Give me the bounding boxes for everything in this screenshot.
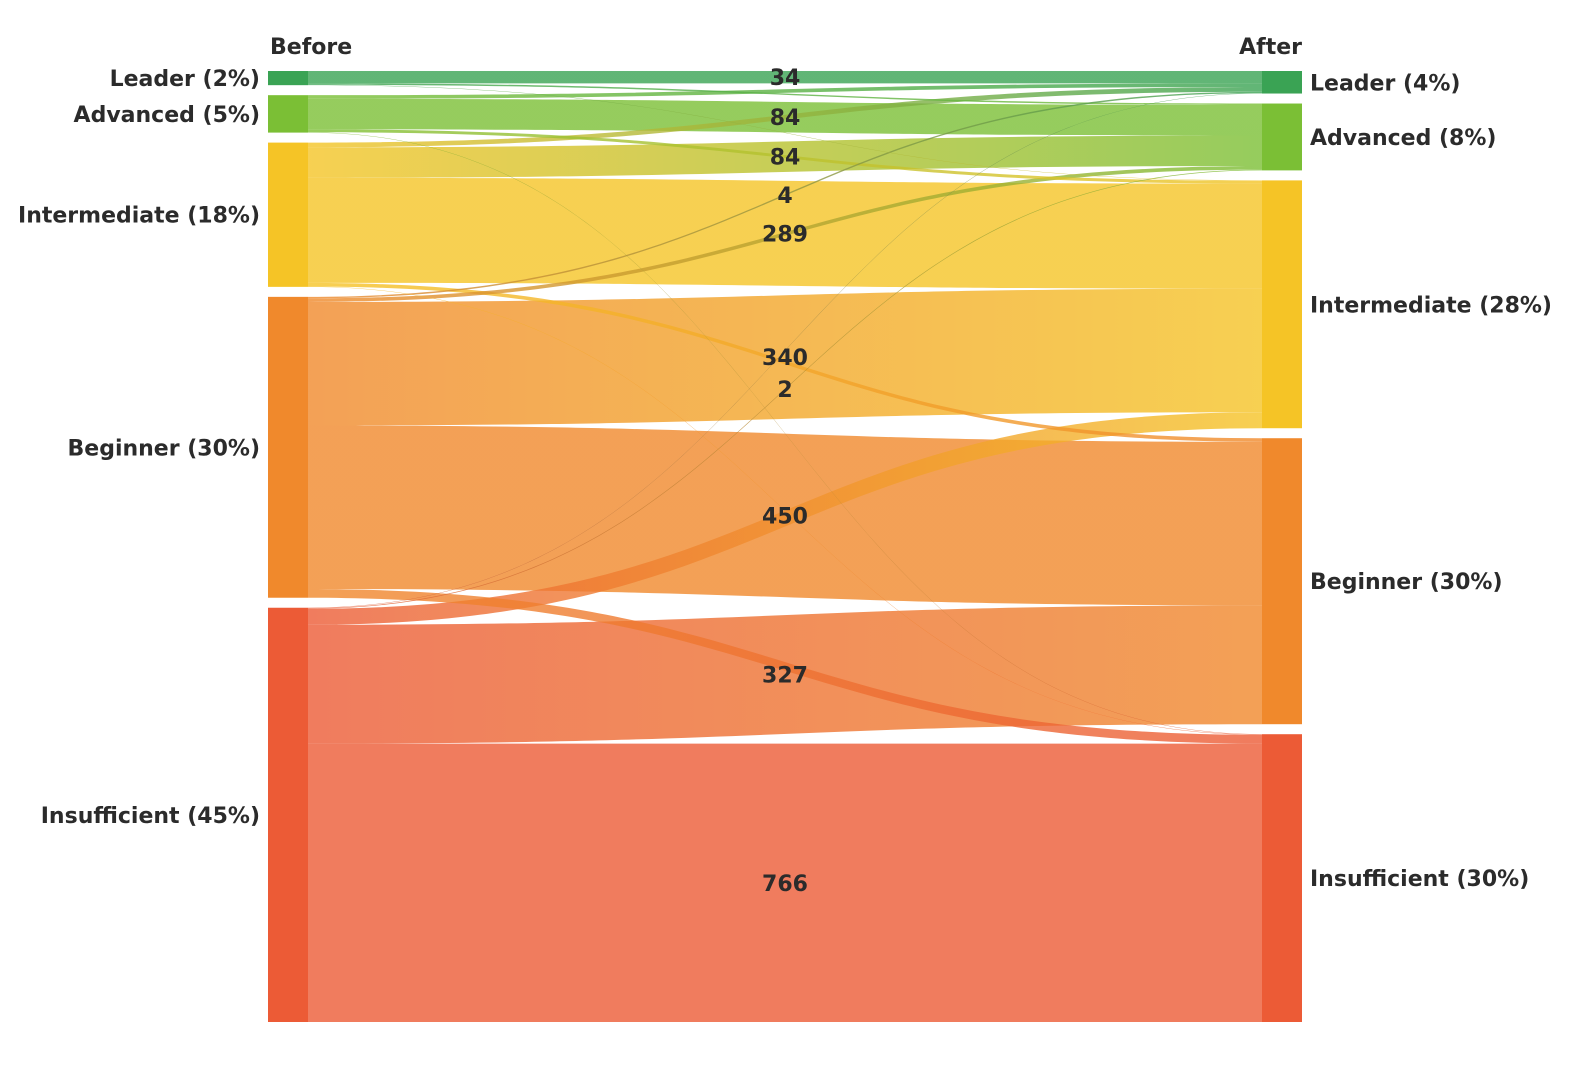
flow-beginner-to-insufficient[interactable] <box>308 589 1262 744</box>
right-node-insufficient[interactable] <box>1262 734 1302 1022</box>
left-node-label-advanced: Advanced (5%) <box>74 103 260 128</box>
left-node-leader[interactable] <box>268 71 308 86</box>
flow-insufficient-to-beginner[interactable] <box>308 605 1262 744</box>
flow-label-beginner-to-leader: 4 <box>777 184 792 209</box>
left-node-advanced[interactable] <box>268 95 308 133</box>
right-node-label-beginner: Beginner (30%) <box>1310 570 1503 595</box>
right-node-leader[interactable] <box>1262 71 1302 94</box>
before-header: Before <box>270 35 352 60</box>
flow-leader-to-leader[interactable] <box>308 71 1262 84</box>
flow-insufficient-to-advanced[interactable] <box>308 169 1262 609</box>
flow-label-beginner-to-intermediate: 340 <box>762 346 808 371</box>
flow-beginner-to-advanced[interactable] <box>308 166 1262 302</box>
node-labels-layer: Before After Leader (2%) Advanced (5%) Int… <box>18 35 1552 892</box>
right-node-label-intermediate: Intermediate (28%) <box>1310 293 1552 318</box>
flow-intermediate-to-insufficient[interactable] <box>308 286 1262 735</box>
nodes-layer <box>268 71 1302 1022</box>
flow-label-intermediate-to-intermediate: 289 <box>762 222 808 247</box>
flow-label-leader-to-leader: 34 <box>770 66 801 91</box>
flow-beginner-to-intermediate[interactable] <box>308 288 1262 426</box>
right-node-advanced[interactable] <box>1262 103 1302 171</box>
left-node-beginner[interactable] <box>268 296 308 598</box>
flow-label-beginner-to-beginner: 450 <box>762 504 808 529</box>
flow-label-advanced-to-advanced: 84 <box>770 106 801 131</box>
after-header: After <box>1239 35 1302 60</box>
flow-leader-to-intermediate[interactable] <box>308 84 1262 181</box>
flow-label-intermediate-to-advanced: 84 <box>770 146 801 171</box>
flow-insufficient-to-insufficient[interactable] <box>308 743 1262 1022</box>
left-node-intermediate[interactable] <box>268 142 308 287</box>
flow-label-insufficient-to-insufficient: 766 <box>762 872 808 897</box>
left-node-insufficient[interactable] <box>268 607 308 1022</box>
flow-advanced-to-insufficient[interactable] <box>308 132 1262 735</box>
right-node-label-leader: Leader (4%) <box>1310 71 1460 96</box>
flows-layer <box>308 71 1262 1022</box>
right-node-label-advanced: Advanced (8%) <box>1310 126 1496 151</box>
flow-intermediate-to-beginner[interactable] <box>308 282 1262 442</box>
flow-labels-layer: 766 450 340 327 289 84 84 34 4 2 <box>762 66 808 897</box>
flow-advanced-to-intermediate[interactable] <box>308 129 1262 184</box>
flow-intermediate-to-leader[interactable] <box>308 86 1262 148</box>
right-node-label-insufficient: Insufficient (30%) <box>1310 867 1529 892</box>
flow-insufficient-to-intermediate[interactable] <box>308 412 1262 625</box>
right-node-beginner[interactable] <box>1262 438 1302 725</box>
right-node-intermediate[interactable] <box>1262 180 1302 429</box>
left-node-label-insufficient: Insufficient (45%) <box>41 804 260 829</box>
flow-label-insufficient-to-advanced: 2 <box>777 378 792 403</box>
flow-beginner-to-leader[interactable] <box>308 91 1262 299</box>
left-node-label-beginner: Beginner (30%) <box>68 436 261 461</box>
flow-label-insufficient-to-beginner: 327 <box>762 664 808 689</box>
flow-leader-to-advanced[interactable] <box>308 83 1262 105</box>
left-node-label-leader: Leader (2%) <box>110 67 260 92</box>
left-node-label-intermediate: Intermediate (18%) <box>18 204 260 229</box>
flow-insufficient-to-leader[interactable] <box>308 93 1262 609</box>
